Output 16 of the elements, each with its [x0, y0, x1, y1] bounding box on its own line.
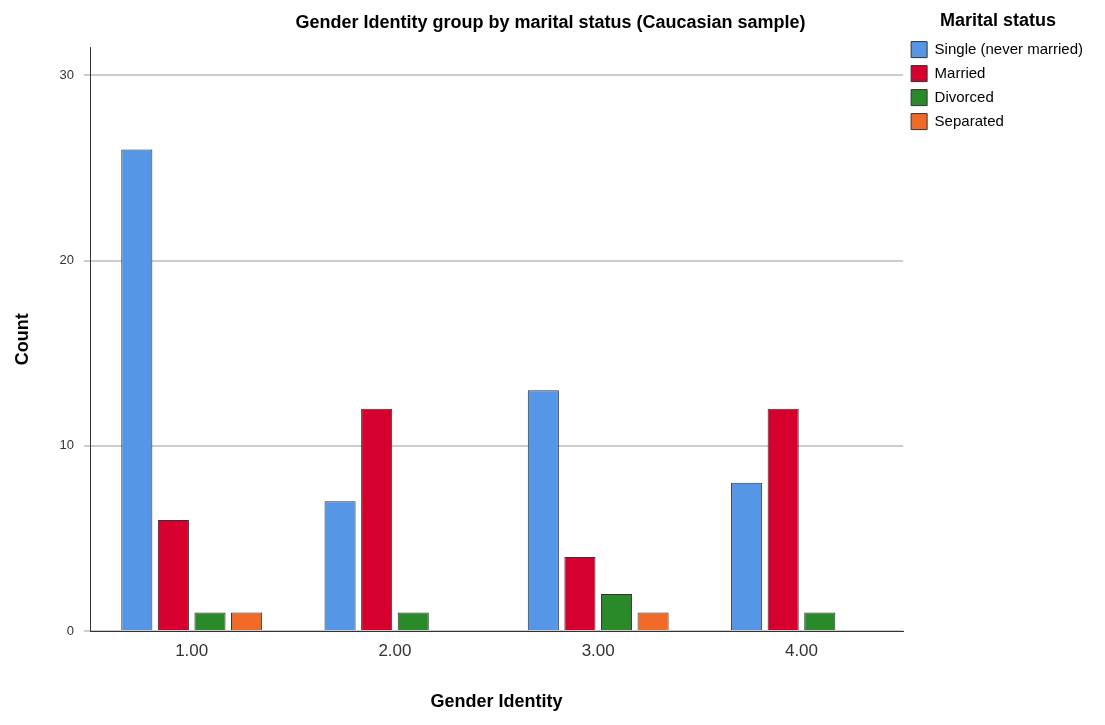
legend-label: Divorced: [934, 87, 994, 105]
legend-label: Separated: [934, 111, 1004, 129]
x-tick-label: 1.00: [175, 640, 209, 660]
y-axis-title: Count: [11, 313, 32, 366]
chart-title: Gender Identity group by marital status (Caucasian sample): [295, 11, 806, 32]
legend-title: Marital status: [940, 9, 1057, 30]
y-tick-label: 0: [66, 622, 75, 638]
x-tick-label: 3.00: [581, 640, 615, 660]
legend-label: Married: [934, 63, 986, 81]
legend-label: Single (never married): [934, 39, 1083, 57]
x-tick-label: 2.00: [378, 640, 412, 660]
y-tick-label: 20: [59, 252, 75, 268]
x-axis-title: Gender Identity: [430, 691, 563, 712]
y-tick-label: 10: [59, 437, 75, 453]
x-tick-label: 4.00: [784, 640, 819, 660]
y-tick-label: 30: [59, 66, 75, 82]
